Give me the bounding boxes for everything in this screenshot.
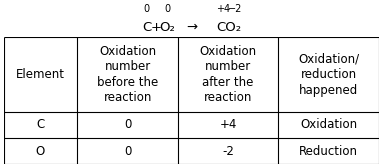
Text: 0: 0 [124,118,131,131]
Text: +4: +4 [216,4,230,14]
Text: Reduction: Reduction [299,145,358,158]
Text: Oxidation/
reduction
happened: Oxidation/ reduction happened [298,53,359,97]
Text: −2: −2 [228,4,243,14]
Text: →: → [186,21,197,34]
Text: 0: 0 [164,4,170,14]
Text: Oxidation: Oxidation [300,118,357,131]
Text: -2: -2 [222,145,234,158]
Text: CO₂: CO₂ [216,21,241,34]
Text: Element: Element [16,68,65,81]
Text: +: + [151,21,161,34]
Text: O₂: O₂ [159,21,175,34]
Text: Oxidation
number
after the
reaction: Oxidation number after the reaction [200,45,257,104]
Text: Oxidation
number
before the
reaction: Oxidation number before the reaction [97,45,158,104]
Text: C: C [142,21,151,34]
Text: C: C [36,118,44,131]
Text: 0: 0 [143,4,149,14]
Text: O: O [36,145,45,158]
Text: 0: 0 [124,145,131,158]
Text: +4: +4 [219,118,237,131]
